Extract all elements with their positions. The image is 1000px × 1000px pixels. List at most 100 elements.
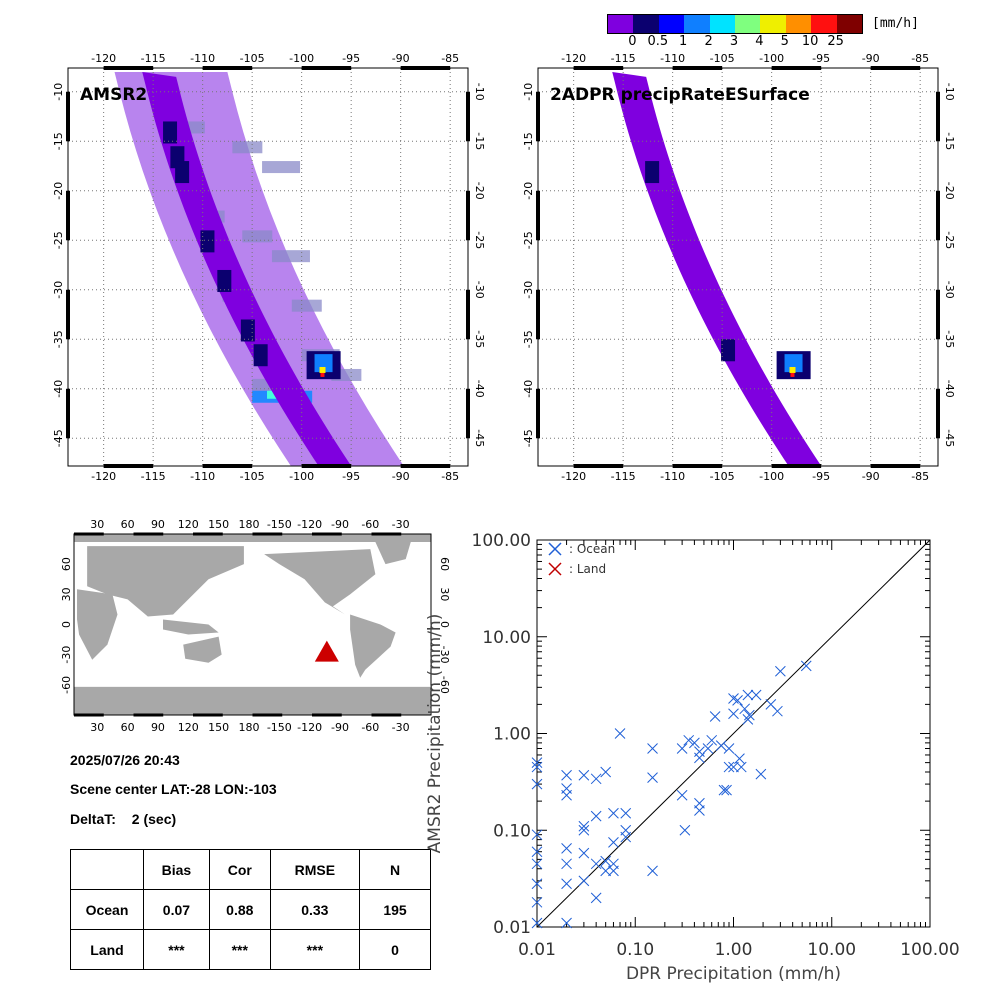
rain-cell	[721, 339, 736, 362]
lon-tick-label: -100	[759, 470, 784, 483]
world-lat-tick: 30	[438, 587, 451, 601]
data-point	[715, 740, 727, 751]
data-point	[772, 705, 783, 717]
world-lon-tick: 150	[208, 721, 229, 734]
data-point	[531, 917, 543, 929]
world-lat-tick: 60	[60, 557, 73, 571]
landmass	[375, 542, 411, 565]
landmass	[350, 614, 396, 678]
data-point	[561, 789, 572, 801]
lon-tick-label: -95	[342, 52, 360, 65]
world-lat-tick: -60	[60, 676, 73, 694]
data-point	[800, 660, 812, 672]
world-lon-tick: 150	[208, 518, 229, 531]
lat-tick-label: -25	[522, 231, 535, 249]
world-lon-tick: 60	[121, 721, 135, 734]
lon-tick-label: -120	[561, 470, 586, 483]
legend-label: : Ocean	[569, 542, 615, 556]
data-point	[755, 768, 767, 780]
data-point	[647, 865, 658, 877]
data-point	[676, 789, 688, 801]
light-rain-patch	[242, 230, 273, 243]
lon-tick-label: -90	[392, 470, 410, 483]
lat-tick-label: -20	[522, 182, 535, 200]
ocean-bias: 0.07	[143, 889, 210, 930]
world-lat-tick: -30	[438, 646, 451, 664]
data-point	[728, 693, 739, 704]
lat-tick-label: -30	[522, 281, 535, 299]
lon-tick-label: -95	[812, 52, 830, 65]
ocean-rmse: 0.33	[269, 889, 361, 930]
lon-tick-label: -115	[611, 52, 636, 65]
data-point	[578, 820, 590, 832]
data-point	[718, 784, 730, 796]
lat-tick-label: -15	[522, 132, 535, 150]
land-rmse: ***	[269, 929, 361, 970]
scene-datetime: 2025/07/26 20:43	[70, 752, 180, 768]
lat-tick-label: -25	[52, 231, 65, 249]
y-tick-label: 100.00	[472, 531, 531, 551]
legend-label: : Land	[569, 562, 606, 576]
light-rain-patch	[182, 121, 205, 134]
dpr-narrow-swath	[612, 71, 822, 466]
data-point	[723, 761, 735, 773]
lon-tick-label: -105	[240, 470, 265, 483]
world-lat-tick: 0	[438, 621, 451, 628]
landmass	[162, 619, 219, 635]
legend-marker-icon	[548, 562, 562, 576]
world-lon-tick: 60	[121, 518, 135, 531]
lon-tick-label: -115	[141, 52, 166, 65]
header-rmse: RMSE	[269, 849, 361, 890]
data-point	[702, 743, 714, 754]
y-tick-label: 1.00	[493, 725, 531, 745]
lon-tick-label: -105	[710, 470, 735, 483]
lat-tick-label: -35	[52, 330, 65, 348]
light-rain-patch	[232, 141, 263, 154]
data-point	[647, 743, 658, 754]
colorbar-swatch	[735, 15, 761, 33]
data-point	[600, 855, 612, 867]
lon-tick-label: -110	[190, 470, 215, 483]
lat-tick-label: -25	[943, 231, 956, 249]
land-cor: ***	[208, 929, 271, 970]
data-point	[578, 824, 590, 836]
world-lon-tick: -60	[361, 518, 379, 531]
header-n: N	[359, 849, 431, 890]
dpr-narrow-swath	[142, 71, 352, 466]
landmass	[77, 589, 118, 660]
legend-marker-icon	[548, 542, 562, 556]
world-lat-tick: 60	[438, 557, 451, 571]
row-label-land: Land	[70, 929, 144, 970]
lat-tick-label: -45	[522, 429, 535, 447]
scene-center: Scene center LAT:-28 LON:-103	[70, 781, 277, 797]
x-tick-label: 1.00	[715, 940, 753, 960]
colorbar-swatch	[836, 15, 863, 33]
colorbar-swatch	[608, 15, 634, 33]
lat-tick-label: -25	[473, 231, 486, 249]
rain-cell	[217, 269, 232, 292]
rain-cell	[253, 344, 268, 367]
lat-tick-label: -35	[943, 330, 956, 348]
light-rain-patch	[291, 299, 322, 312]
data-point	[531, 878, 543, 890]
data-point	[531, 896, 543, 908]
lon-tick-label: -95	[812, 470, 830, 483]
rain-cell	[240, 319, 255, 342]
world-lon-tick: -150	[267, 721, 292, 734]
lat-tick-label: -40	[522, 380, 535, 398]
data-point	[709, 711, 721, 722]
lat-tick-label: -30	[943, 281, 956, 299]
data-point	[561, 917, 572, 929]
data-point	[578, 847, 590, 859]
colorbar-swatch	[709, 15, 736, 33]
light-rain-patch	[271, 250, 310, 263]
lon-tick-label: -110	[190, 52, 215, 65]
lon-tick-label: -90	[392, 52, 410, 65]
lon-tick-label: -120	[91, 470, 116, 483]
data-point	[561, 842, 572, 854]
data-point	[561, 858, 572, 870]
scatter-chart: 0.01 0.10 1.00 10.00 100.00 0.01 0.10 1.00 10.00…	[425, 531, 960, 984]
rain-cell	[320, 372, 325, 377]
world-lon-tick: -120	[297, 721, 322, 734]
data-point	[600, 766, 612, 778]
